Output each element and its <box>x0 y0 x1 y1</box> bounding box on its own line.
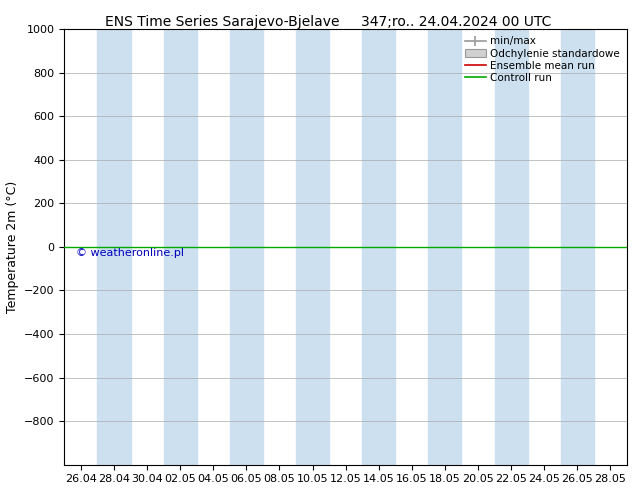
Bar <box>362 29 395 465</box>
Bar <box>560 29 594 465</box>
Text: 347;ro.. 24.04.2024 00 UTC: 347;ro.. 24.04.2024 00 UTC <box>361 15 552 29</box>
Bar <box>495 29 527 465</box>
Bar <box>429 29 462 465</box>
Bar <box>98 29 131 465</box>
Bar <box>296 29 329 465</box>
Bar <box>164 29 197 465</box>
Y-axis label: Temperature 2m (°C): Temperature 2m (°C) <box>6 181 18 313</box>
Bar <box>230 29 263 465</box>
Text: ENS Time Series Sarajevo-Bjelave: ENS Time Series Sarajevo-Bjelave <box>105 15 339 29</box>
Text: © weatheronline.pl: © weatheronline.pl <box>75 248 184 258</box>
Legend: min/max, Odchylenie standardowe, Ensemble mean run, Controll run: min/max, Odchylenie standardowe, Ensembl… <box>463 34 622 85</box>
